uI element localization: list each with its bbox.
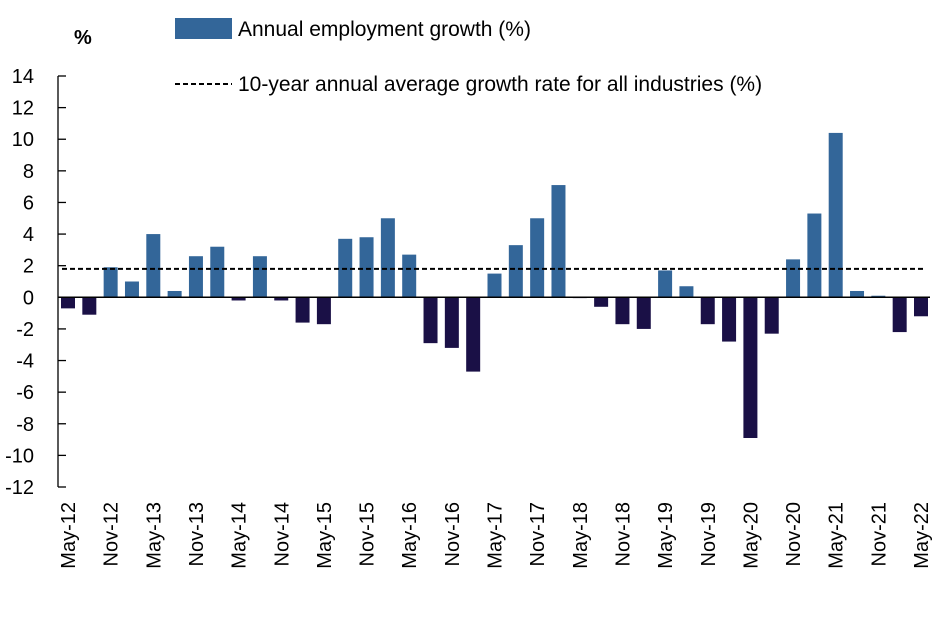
x-tick-label: May-15 [314, 502, 336, 569]
y-tick-label: -4 [16, 351, 34, 373]
bar [210, 246, 225, 298]
y-tick-label: -12 [5, 477, 34, 499]
bar [700, 297, 715, 325]
bar [508, 245, 523, 298]
x-tick-label: Nov-14 [271, 502, 293, 566]
y-axis-unit-label: % [74, 27, 92, 49]
bar [316, 297, 331, 325]
bar [615, 297, 630, 325]
bar [231, 297, 246, 301]
x-tick-label: Nov-12 [101, 502, 123, 566]
bar [402, 254, 417, 298]
x-tick-label: Nov-16 [442, 502, 464, 566]
bar [658, 270, 673, 298]
y-tick-label: 0 [23, 287, 34, 309]
y-tick-label: 2 [23, 256, 34, 278]
y-tick-label: 6 [23, 192, 34, 214]
bar [594, 297, 609, 307]
bar [380, 218, 395, 298]
bar [103, 267, 118, 298]
bar [871, 295, 886, 298]
x-tick-label: Nov-17 [527, 502, 549, 566]
bar [466, 297, 481, 372]
bar [82, 297, 97, 315]
x-tick-label: Nov-19 [698, 502, 720, 566]
bar [124, 281, 139, 298]
bar [828, 132, 843, 298]
x-tick-label: May-21 [826, 502, 848, 569]
x-tick-label: Nov-18 [612, 502, 634, 566]
bar [146, 234, 161, 298]
bar [764, 297, 779, 334]
bar [252, 256, 267, 298]
bar [444, 297, 459, 348]
legend-label-average: 10-year annual average growth rate for a… [238, 73, 762, 96]
y-tick-label: 14 [12, 66, 34, 88]
x-tick-label: May-18 [570, 502, 592, 569]
bar [679, 286, 694, 298]
bar [807, 213, 822, 298]
bar [487, 273, 502, 298]
x-tick-label: May-22 [911, 502, 933, 569]
y-tick-label: -10 [5, 445, 34, 467]
x-tick-label: May-12 [58, 502, 80, 569]
bar [61, 297, 75, 309]
y-tick-label: -2 [16, 319, 34, 341]
bar [914, 297, 928, 317]
bar [636, 297, 651, 329]
legend-label-bar: Annual employment growth (%) [238, 18, 531, 41]
legend-swatch-bar [175, 18, 232, 39]
x-tick-label: May-13 [143, 502, 165, 569]
y-tick-label: 12 [12, 98, 34, 120]
y-tick-label: 10 [12, 129, 34, 151]
y-tick-label: 4 [23, 224, 34, 246]
x-tick-label: May-14 [229, 502, 251, 569]
x-tick-label: May-20 [740, 502, 762, 569]
x-tick-label: Nov-15 [357, 502, 379, 566]
bar [551, 185, 566, 298]
x-tick-label: Nov-21 [868, 502, 890, 566]
y-tick-label: -8 [16, 414, 34, 436]
bar [423, 297, 438, 344]
bar [850, 290, 865, 298]
x-tick-label: Nov-20 [783, 502, 805, 566]
bar [743, 297, 758, 438]
x-tick-label: May-19 [655, 502, 677, 569]
x-tick-label: Nov-13 [186, 502, 208, 566]
legend: Annual employment growth (%) 10-year ann… [175, 18, 762, 96]
x-tick-label: May-17 [485, 502, 507, 569]
x-tick-label: May-16 [399, 502, 421, 569]
bar [892, 297, 907, 333]
y-tick-label: 8 [23, 161, 34, 183]
bar [167, 290, 182, 298]
bar [530, 218, 545, 298]
bar [722, 297, 737, 342]
bar [274, 297, 289, 301]
y-tick-label: -6 [16, 382, 34, 404]
bar [359, 237, 374, 298]
bar [295, 297, 310, 323]
bar [786, 259, 801, 298]
bar [188, 256, 203, 298]
